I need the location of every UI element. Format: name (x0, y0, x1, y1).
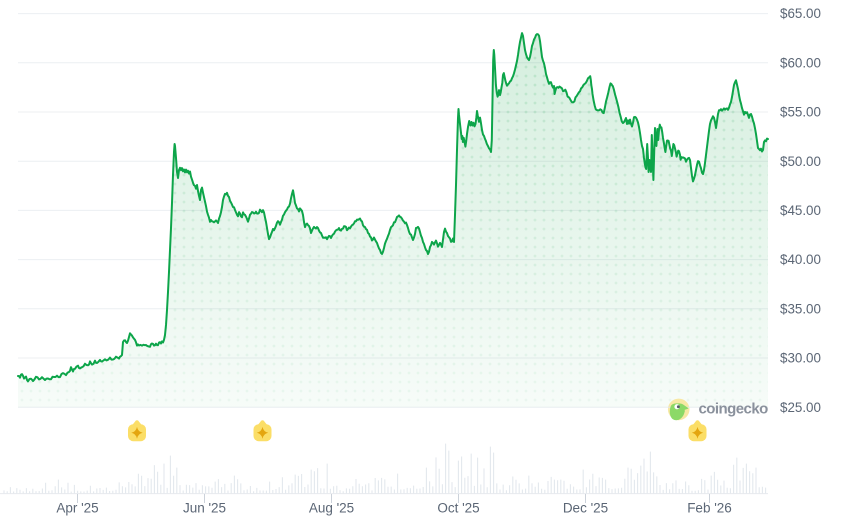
svg-text:$40.00: $40.00 (780, 252, 821, 267)
svg-text:$55.00: $55.00 (780, 105, 821, 120)
svg-text:$65.00: $65.00 (780, 6, 821, 21)
svg-text:$60.00: $60.00 (780, 55, 821, 70)
svg-text:Feb '26: Feb '26 (687, 501, 732, 516)
svg-text:Jun '25: Jun '25 (183, 501, 226, 516)
svg-text:$25.00: $25.00 (780, 400, 821, 415)
svg-text:$35.00: $35.00 (780, 301, 821, 316)
svg-text:$45.00: $45.00 (780, 203, 821, 218)
svg-text:$50.00: $50.00 (780, 154, 821, 169)
svg-text:Aug '25: Aug '25 (309, 501, 354, 516)
svg-text:Dec '25: Dec '25 (563, 501, 608, 516)
svg-text:coingecko: coingecko (699, 400, 769, 417)
svg-text:$30.00: $30.00 (780, 351, 821, 366)
svg-text:Apr '25: Apr '25 (56, 501, 98, 516)
svg-text:Oct '25: Oct '25 (437, 501, 479, 516)
